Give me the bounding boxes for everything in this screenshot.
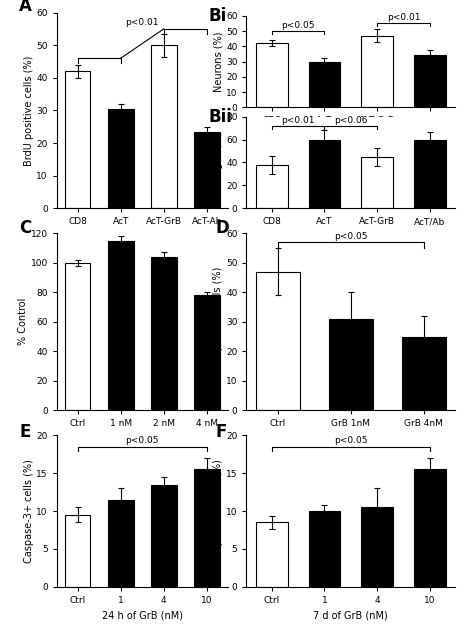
Text: D: D (215, 220, 229, 237)
Bar (329, 319, 373, 410)
Text: A: A (19, 0, 32, 15)
Y-axis label: % Control: % Control (18, 298, 28, 346)
Bar (64, 515, 91, 587)
Text: p<0.01: p<0.01 (387, 13, 420, 23)
Bar (64, 71, 91, 208)
Y-axis label: Caspase-3+ cells (%): Caspase-3+ cells (%) (213, 459, 223, 563)
Bar (361, 507, 393, 587)
Text: Bi: Bi (209, 7, 227, 25)
Y-axis label: BrdU positive cells (%): BrdU positive cells (%) (213, 267, 223, 377)
Bar (309, 139, 340, 208)
Y-axis label: BrdU positive cells (%): BrdU positive cells (%) (24, 56, 34, 165)
Text: E: E (19, 423, 31, 441)
Text: p<0.05: p<0.05 (334, 436, 367, 445)
Bar (151, 257, 177, 410)
Bar (361, 156, 393, 208)
Y-axis label: Neurons (%): Neurons (%) (213, 32, 223, 91)
Bar (194, 132, 220, 208)
Bar (414, 56, 446, 107)
Bar (151, 45, 177, 208)
Bar (414, 139, 446, 208)
Text: C: C (19, 220, 32, 237)
Bar (414, 469, 446, 587)
Text: p<0.01: p<0.01 (282, 116, 315, 125)
Bar (108, 500, 134, 587)
Y-axis label: Astroglia (%): Astroglia (%) (213, 131, 223, 194)
Bar (309, 62, 340, 107)
Bar (309, 511, 340, 587)
Y-axis label: Caspase-3+ cells (%): Caspase-3+ cells (%) (24, 459, 34, 563)
Text: p<0.05: p<0.05 (282, 21, 315, 30)
Bar (256, 165, 288, 208)
Text: Bii: Bii (209, 107, 233, 126)
Bar (256, 522, 288, 587)
X-axis label: 24 h of GrB (nM): 24 h of GrB (nM) (102, 610, 182, 620)
Bar (361, 35, 393, 107)
Bar (256, 43, 288, 107)
Bar (151, 485, 177, 587)
Bar (64, 263, 91, 410)
X-axis label: 7 d of GrB (nM): 7 d of GrB (nM) (313, 610, 388, 620)
Text: p<0.06: p<0.06 (334, 116, 367, 125)
Bar (108, 109, 134, 208)
Bar (108, 241, 134, 410)
Bar (194, 469, 220, 587)
Bar (402, 336, 446, 410)
Text: p<0.05: p<0.05 (334, 232, 367, 240)
Text: F: F (215, 423, 227, 441)
Bar (256, 272, 300, 410)
Text: p<0.05: p<0.05 (126, 436, 159, 445)
Text: p<0.01: p<0.01 (126, 18, 159, 27)
Bar (194, 295, 220, 410)
